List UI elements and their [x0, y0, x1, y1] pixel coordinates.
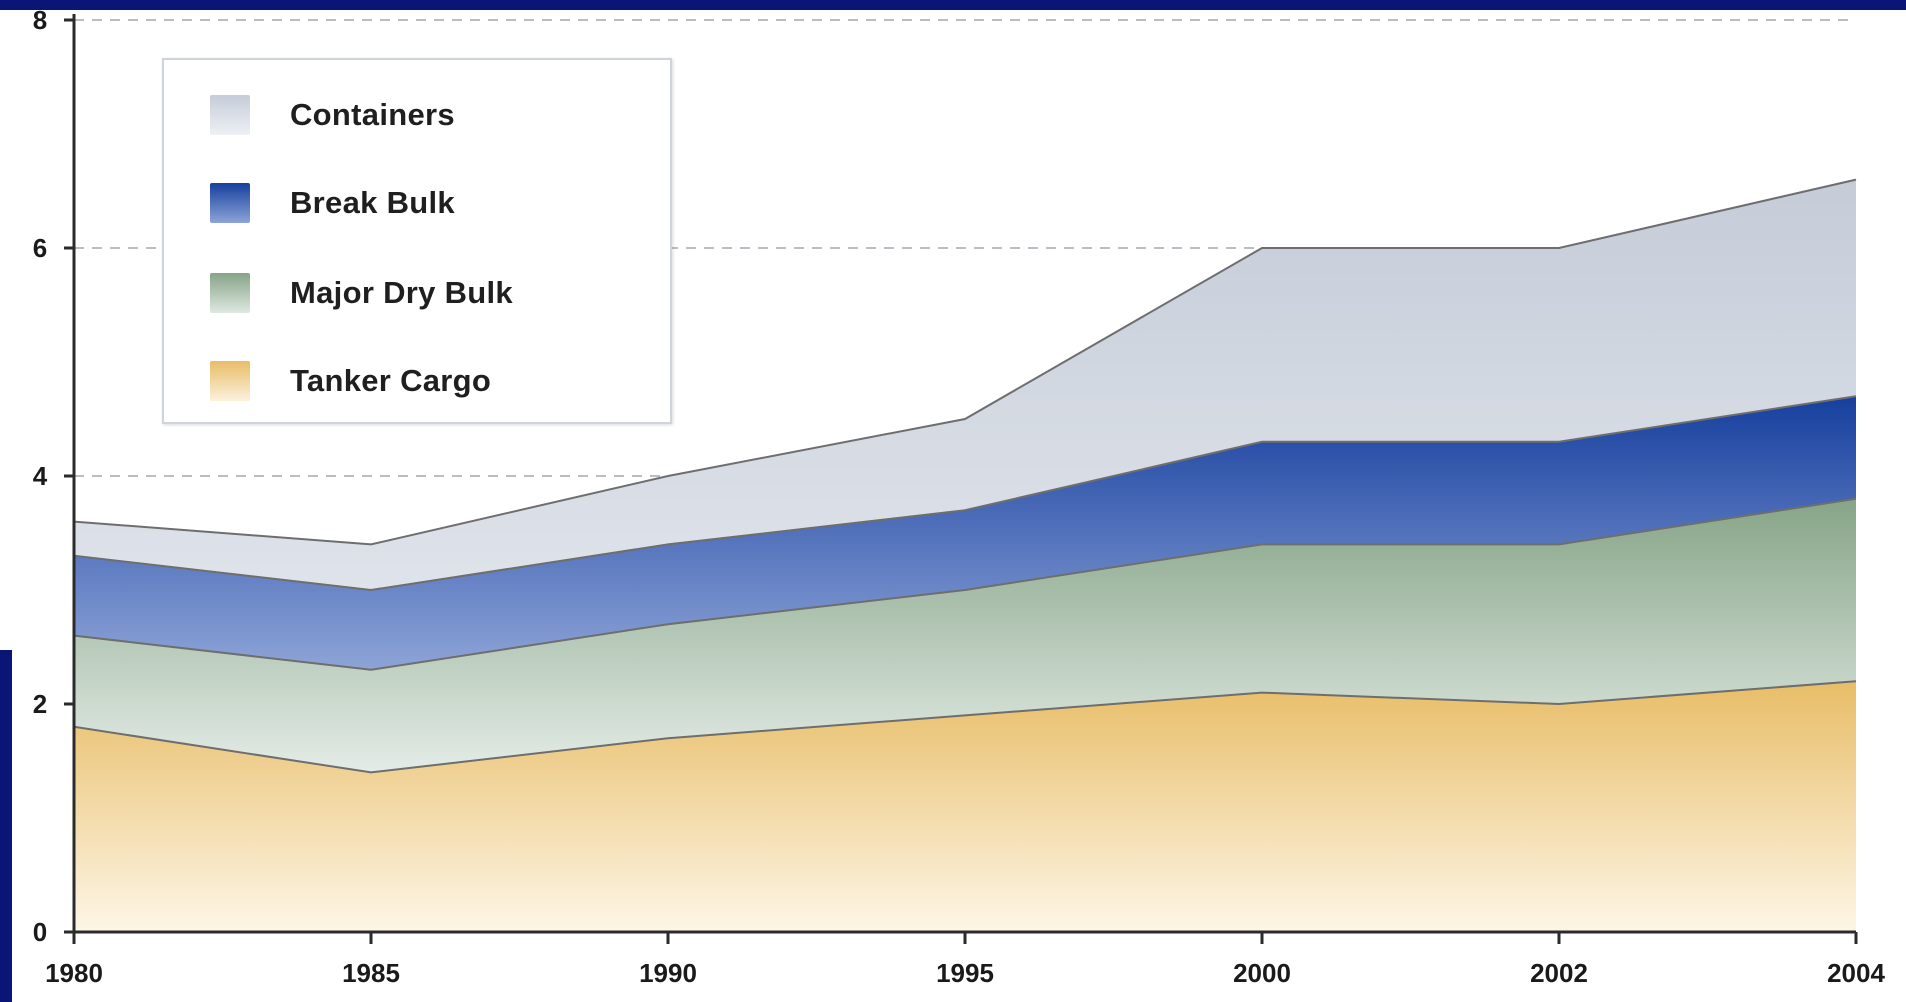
legend-swatch-break-bulk: [210, 183, 250, 223]
y-tick-label-0: 0: [33, 917, 47, 947]
legend-item-tanker-cargo: Tanker Cargo: [210, 356, 491, 406]
legend-item-break-bulk: Break Bulk: [210, 178, 455, 228]
legend-swatch-tanker-cargo: [210, 361, 250, 401]
top-frame-bar: [0, 0, 1906, 10]
series-outlines: [73, 178, 1857, 774]
legend-item-major-dry-bulk: Major Dry Bulk: [210, 268, 513, 318]
y-tick-label-6: 6: [33, 233, 47, 263]
legend-swatch-containers: [210, 95, 250, 135]
x-tick-label-2004: 2004: [1827, 958, 1885, 988]
y-tick-label-2: 2: [33, 689, 47, 719]
area-major-dry-bulk: [74, 498, 1856, 773]
legend-label-containers: Containers: [290, 97, 455, 132]
area-containers: [74, 179, 1856, 590]
x-tick-label-1990: 1990: [639, 958, 697, 988]
legend-item-containers: Containers: [210, 90, 455, 140]
area-break-bulk: [74, 396, 1856, 670]
x-tick-label-1995: 1995: [936, 958, 994, 988]
x-tick-label-2000: 2000: [1233, 958, 1291, 988]
y-tick-label-4: 4: [33, 461, 48, 491]
left-frame-bar: [0, 650, 12, 1002]
chart-legend: Containers Break Bulk Major Dry Bulk Tan…: [162, 58, 672, 424]
y-tick-label-8: 8: [33, 5, 47, 35]
x-axis-ticks: 1980 1985 1990 1995 2000 2002 2004: [45, 932, 1885, 988]
legend-label-break-bulk: Break Bulk: [290, 185, 455, 220]
x-tick-label-2002: 2002: [1530, 958, 1588, 988]
area-edge-containers: [73, 178, 1857, 546]
legend-label-tanker-cargo: Tanker Cargo: [290, 363, 492, 398]
area-tanker-cargo: [74, 681, 1856, 932]
x-tick-label-1985: 1985: [342, 958, 400, 988]
y-axis-ticks: 0 2 4 6 8: [33, 5, 74, 947]
area-edge-break-bulk: [73, 395, 1857, 592]
x-tick-label-1980: 1980: [45, 958, 103, 988]
area-edge-major-dry-bulk: [73, 497, 1857, 671]
area-series-group: [74, 179, 1856, 932]
legend-label-major-dry-bulk: Major Dry Bulk: [290, 275, 513, 310]
legend-swatch-major-dry-bulk: [210, 273, 250, 313]
area-edge-tanker-cargo: [73, 680, 1857, 774]
